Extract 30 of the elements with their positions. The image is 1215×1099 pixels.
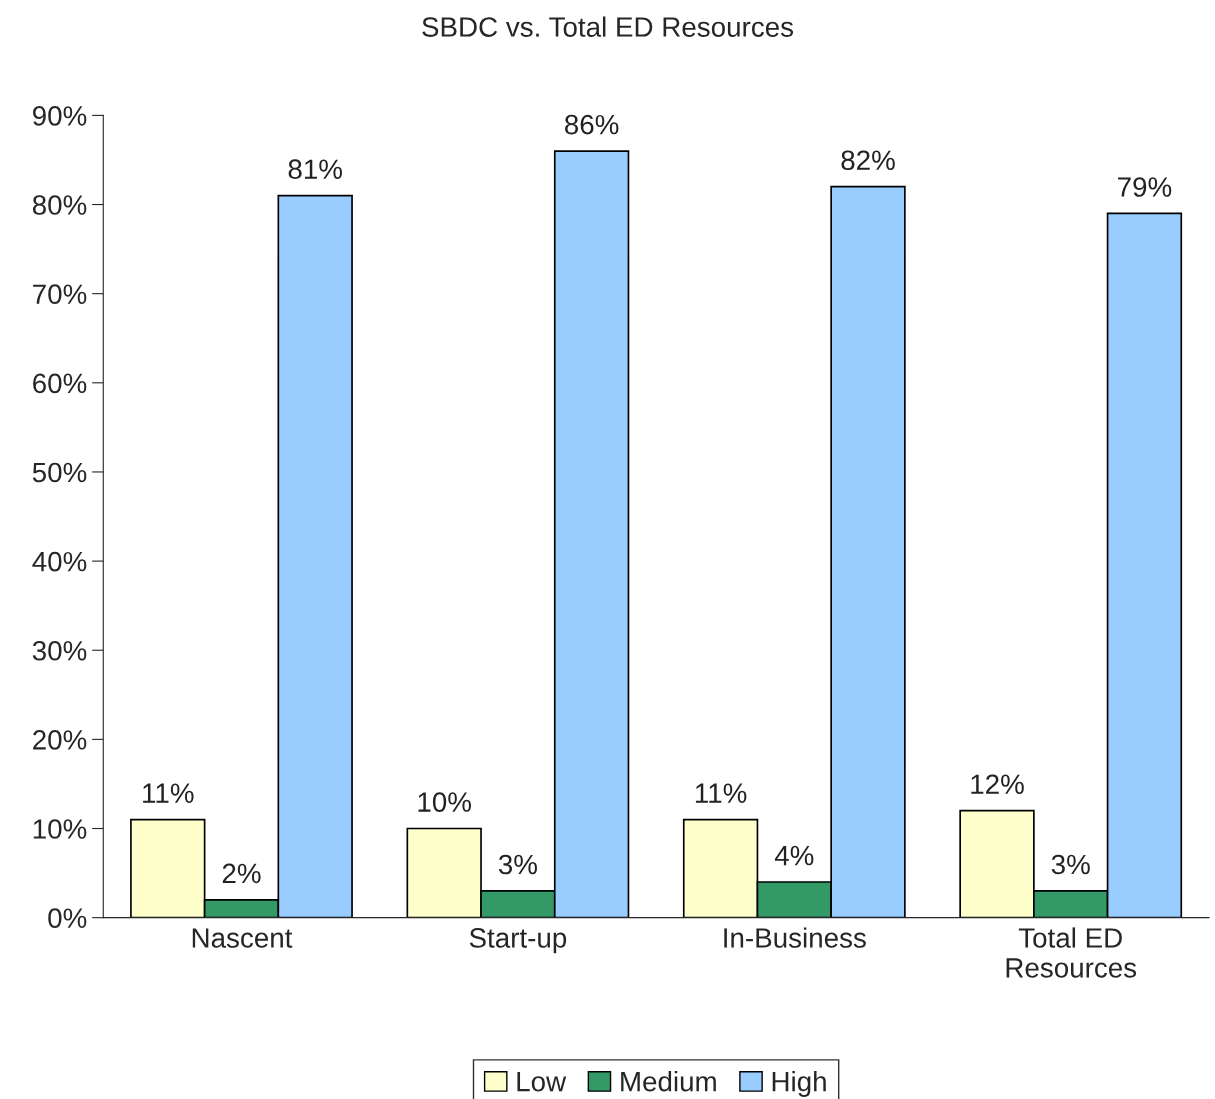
x-tick-label: Total ED Resources [1006, 927, 1137, 978]
data-label: 4% [774, 845, 814, 866]
y-tick-label: 80% [32, 195, 87, 215]
x-tick-label: In-Business [724, 927, 866, 948]
legend-label: Medium [621, 1071, 716, 1092]
data-label: 11% [695, 783, 747, 803]
x-tick-label: Start-up [469, 928, 567, 954]
y-tick-label: 60% [33, 373, 87, 394]
x-tick-label: Nascent [192, 928, 293, 948]
data-label: 2% [222, 863, 261, 884]
y-tick-label: 30% [32, 640, 87, 661]
data-label: 3% [1051, 854, 1090, 875]
data-label: 3% [498, 854, 537, 875]
legend-label: High [772, 1071, 826, 1097]
y-tick-label: 70% [33, 284, 87, 305]
data-label: 82% [841, 150, 895, 171]
y-tick-label: 20% [33, 730, 87, 750]
data-label: 12% [971, 774, 1024, 794]
data-label: 11% [143, 783, 194, 803]
data-label: 79% [1118, 177, 1172, 197]
y-tick-label: 50% [32, 462, 87, 483]
y-tick-label: 10% [33, 819, 87, 839]
y-tick-label: 0% [48, 908, 87, 928]
legend-label: Low [517, 1072, 567, 1092]
y-tick-label: 90% [33, 106, 87, 126]
data-label: 10% [418, 792, 471, 812]
y-tick-label: 40% [32, 551, 87, 572]
data-label: 86% [565, 114, 619, 135]
data-label: 81% [288, 159, 342, 180]
chart-title: SBDC vs. Total ED Resources [422, 16, 794, 37]
